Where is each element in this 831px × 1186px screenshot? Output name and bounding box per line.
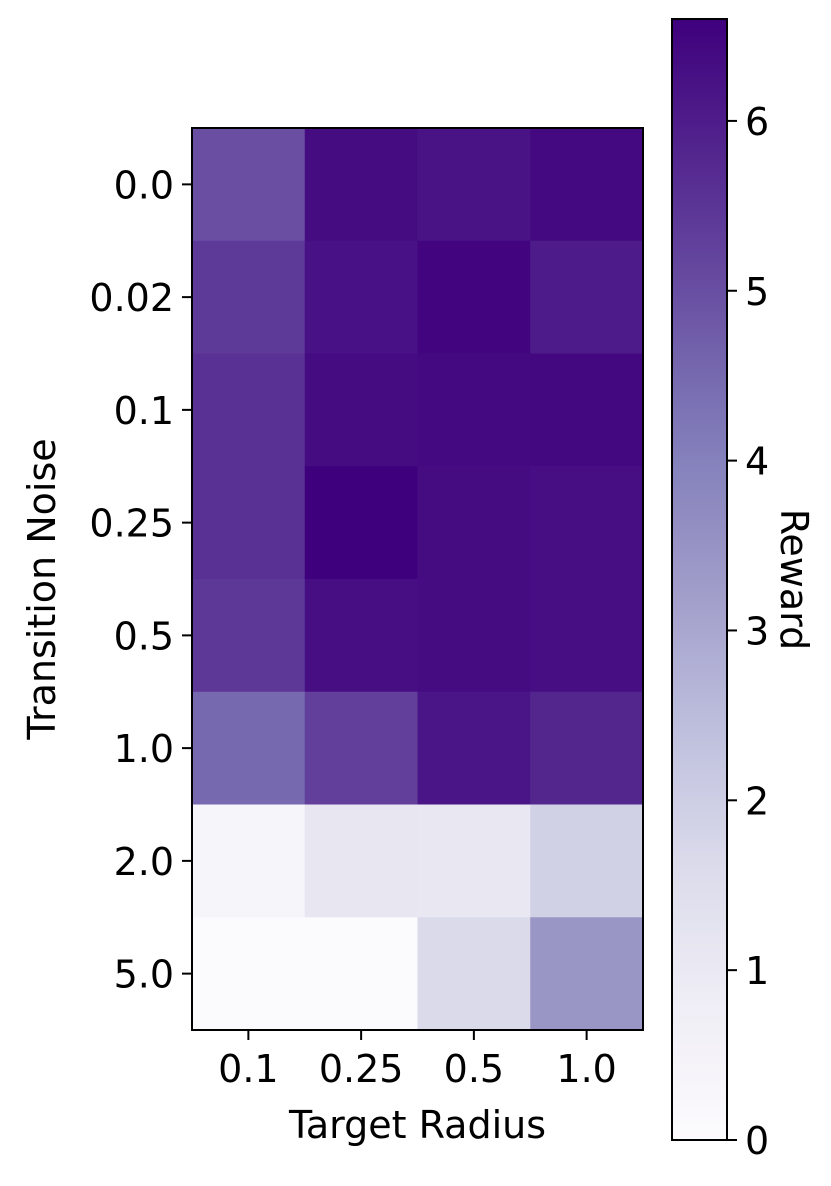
heatmap-cell (192, 804, 306, 918)
y-tick-label: 0.0 (114, 163, 174, 207)
heatmap-cell (192, 240, 306, 354)
heatmap-cell (192, 128, 306, 242)
heatmap-cell (530, 579, 644, 693)
heatmap-cell (192, 579, 306, 693)
heatmap-cell (192, 691, 306, 805)
colorbar-label: Reward (772, 509, 816, 651)
colorbar-tick-label: 3 (745, 609, 769, 653)
heatmap-cell (304, 128, 418, 242)
heatmap-cell (304, 466, 418, 580)
heatmap-cell (192, 917, 306, 1031)
y-tick-label: 2.0 (114, 840, 174, 884)
x-tick-label: 1.0 (556, 1047, 616, 1091)
heatmap-cell (530, 691, 644, 805)
heatmap-cell (417, 466, 531, 580)
heatmap-cell (530, 466, 644, 580)
heatmap-cell (304, 240, 418, 354)
heatmap-cell (530, 353, 644, 467)
heatmap-cell (530, 804, 644, 918)
heatmap-cell (530, 917, 644, 1031)
x-tick-label: 0.5 (444, 1047, 504, 1091)
heatmap-cell (417, 353, 531, 467)
colorbar-tick-label: 2 (745, 779, 769, 823)
heatmap-cell (304, 917, 418, 1031)
y-tick-label: 0.1 (114, 389, 174, 433)
y-tick-label: 0.02 (89, 276, 174, 320)
y-tick-label: 1.0 (114, 727, 174, 771)
colorbar-tick-label: 5 (745, 270, 769, 314)
colorbar (672, 19, 727, 1140)
colorbar-frame (671, 18, 728, 1141)
heatmap-cell (304, 579, 418, 693)
heatmap-cell (417, 691, 531, 805)
colorbar-tick-label: 0 (745, 1119, 769, 1163)
heatmap-cell (304, 353, 418, 467)
y-tick-label: 5.0 (114, 953, 174, 997)
x-tick-label: 0.25 (319, 1047, 404, 1091)
colorbar-tick-label: 4 (745, 440, 769, 484)
heatmap-cell (417, 804, 531, 918)
x-tick-label: 0.1 (218, 1047, 278, 1091)
heatmap-cell (304, 691, 418, 805)
heatmap-cell (530, 128, 644, 242)
heatmap-cell (417, 240, 531, 354)
heatmap-cell (417, 579, 531, 693)
plot-frame (191, 127, 644, 1031)
heatmap-cell (192, 353, 306, 467)
y-tick-label: 0.5 (114, 614, 174, 658)
heatmap-cell (417, 128, 531, 242)
heatmap-cell (304, 804, 418, 918)
x-axis-label: Target Radius (288, 1103, 546, 1147)
heatmap-cell (530, 240, 644, 354)
heatmap-cell (192, 466, 306, 580)
y-axis-label: Transition Noise (20, 438, 64, 740)
colorbar-tick-label: 1 (745, 949, 769, 993)
colorbar-tick-label: 6 (745, 100, 769, 144)
heatmap-cell (417, 917, 531, 1031)
y-tick-label: 0.25 (89, 502, 174, 546)
